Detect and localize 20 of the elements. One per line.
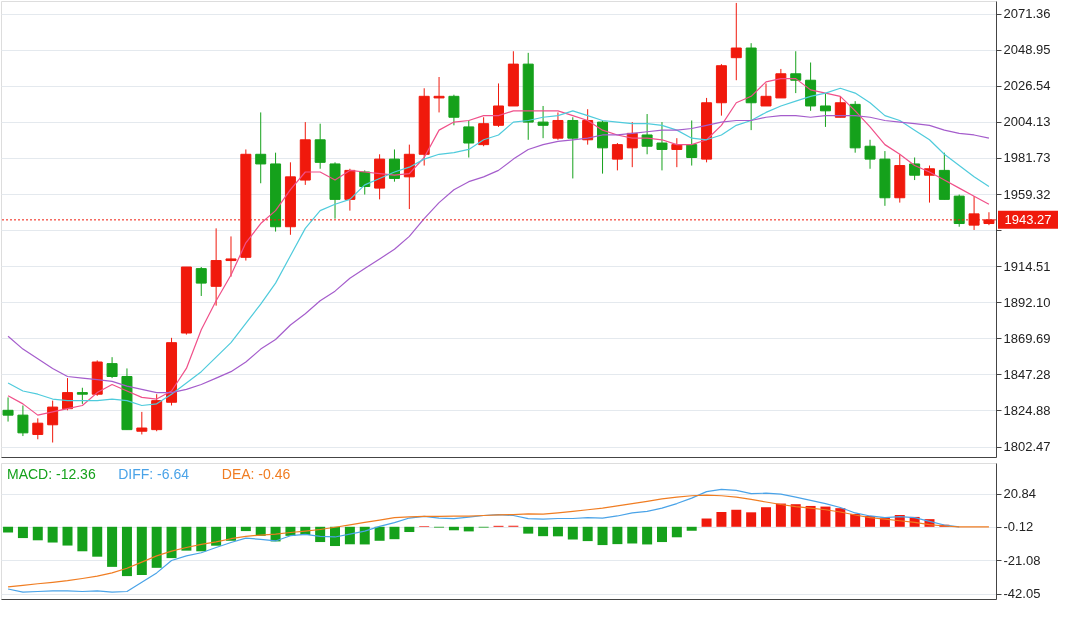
y-tick-label: -0.12 <box>1003 519 1034 535</box>
text: DIFF: -6.64 <box>118 466 190 482</box>
y-tick-label: 2071.36 <box>1003 6 1051 22</box>
y-tick-label: 2048.95 <box>1003 42 1051 58</box>
text: MACD: -12.36 <box>7 466 96 482</box>
y-tick-label: 2026.54 <box>1003 78 1051 94</box>
y-tick-label: 1959.32 <box>1003 186 1051 202</box>
text: DEA: -0.46 <box>221 466 291 482</box>
y-tick-label: 1847.28 <box>1003 366 1051 382</box>
y-tick-label: 1981.73 <box>1003 150 1051 166</box>
y-tick-label: 1802.47 <box>1003 439 1051 455</box>
y-tick-label: 1892.10 <box>1003 294 1051 310</box>
y-tick-label: 2004.13 <box>1003 114 1051 130</box>
y-tick-label: -42.05 <box>1003 586 1041 602</box>
ref-line-label: 1943.27 <box>1004 211 1052 227</box>
y-tick-label: 1914.51 <box>1003 258 1051 274</box>
y-tick-label: 1824.88 <box>1003 403 1051 418</box>
y-tick-label: 20.84 <box>1003 486 1037 502</box>
y-tick-label: -21.08 <box>1003 552 1041 568</box>
y-tick-label: 1869.69 <box>1003 330 1051 346</box>
